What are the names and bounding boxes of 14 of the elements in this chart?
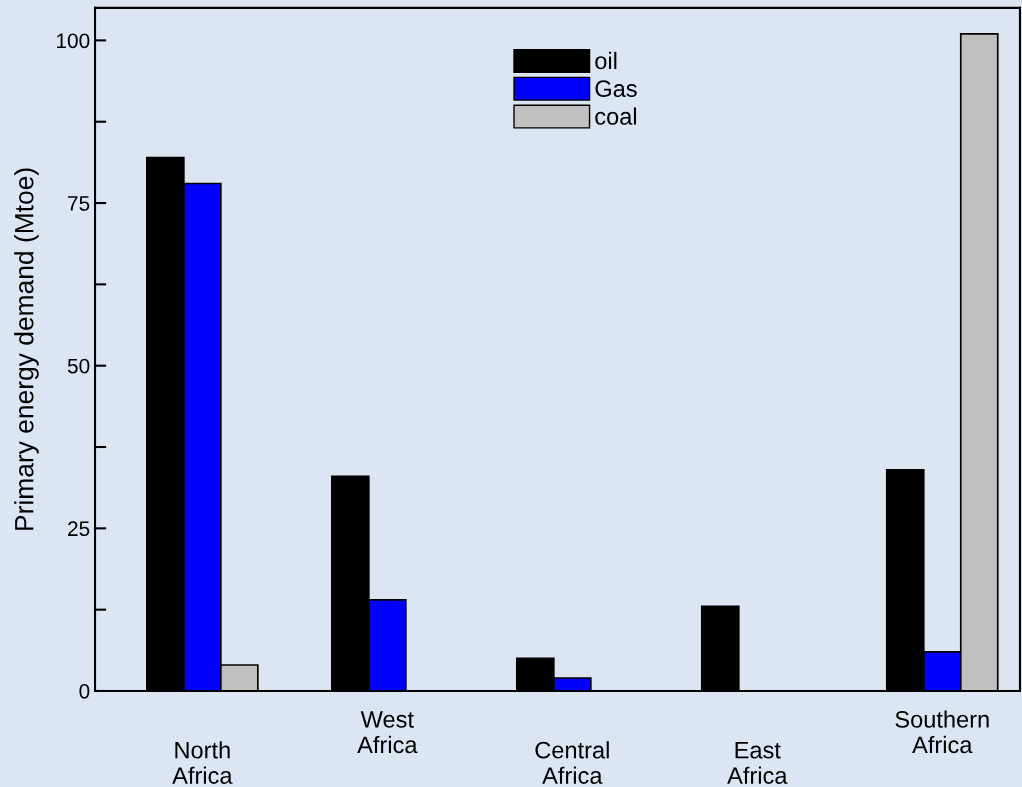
- x-tick-label: East Africa: [727, 742, 788, 784]
- y-tick-label: 25: [68, 521, 90, 537]
- y-tick-label: 75: [68, 196, 90, 211]
- y-tick-label: 0: [79, 683, 90, 699]
- x-tick-label: Central Africa: [535, 741, 609, 784]
- y-axis-title: Primary energy demand (Mtoe): [14, 168, 39, 530]
- legend-label: Gas: [595, 80, 637, 98]
- legend-label: coal: [595, 107, 637, 125]
- x-tick-label: West Africa: [357, 711, 418, 754]
- y-tick-label: 100: [57, 33, 90, 49]
- y-tick-label: 50: [67, 358, 90, 374]
- x-tick-label: Southern Africa: [895, 710, 989, 754]
- x-tick-label: North Africa: [172, 741, 233, 784]
- legend-label: oil: [595, 51, 617, 70]
